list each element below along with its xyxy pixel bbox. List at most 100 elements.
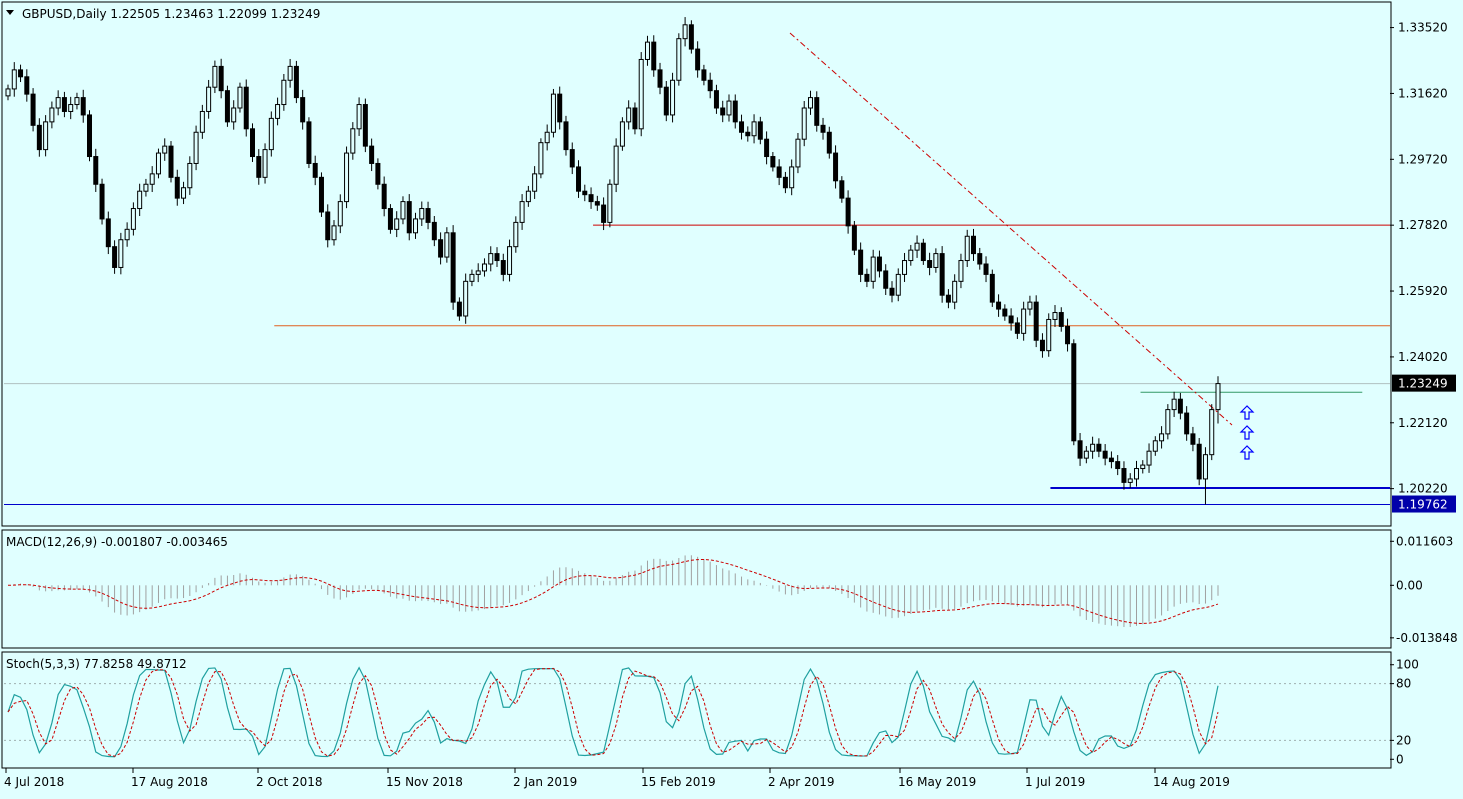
candle-body: [638, 58, 644, 130]
candle-body: [1108, 457, 1114, 463]
candle-body: [619, 121, 625, 147]
date-tick-label: 2 Jan 2019: [513, 775, 577, 789]
candle-body: [1209, 409, 1215, 456]
candle-body: [456, 301, 462, 317]
candle-body: [419, 208, 425, 220]
candle-body: [68, 104, 74, 112]
candle-body: [914, 242, 920, 251]
price-tick-label: 1.29720: [1398, 152, 1448, 166]
candle-body: [400, 201, 406, 220]
candle-body: [199, 110, 205, 133]
candle-body: [933, 253, 939, 268]
macd-tick-label: 0.011603: [1396, 534, 1453, 548]
candle-body: [814, 97, 820, 126]
candle-body: [952, 280, 958, 303]
macd-panel[interactable]: [1, 529, 1392, 649]
date-tick-label: 1 Jul 2019: [1025, 775, 1085, 789]
candle-body: [112, 246, 118, 268]
candle-body: [463, 280, 469, 317]
candle-body: [789, 166, 795, 189]
date-tick-label: 15 Feb 2019: [641, 775, 716, 789]
candle-body: [594, 201, 600, 206]
candle-body: [713, 90, 719, 109]
candle-body: [1039, 339, 1045, 352]
candle-body: [1171, 398, 1177, 411]
candle-body: [1046, 318, 1052, 352]
macd-signal-line: [7, 558, 1219, 624]
candle-body: [1096, 443, 1102, 452]
dropdown-triangle-icon[interactable]: [6, 10, 14, 15]
candle-body: [87, 114, 93, 158]
candle-body: [532, 173, 538, 192]
candle-body: [438, 239, 444, 258]
candle-body: [1184, 412, 1190, 435]
candle-body: [5, 88, 11, 97]
candle-body: [425, 208, 431, 223]
candle-body: [996, 301, 1002, 310]
candle-body: [701, 69, 707, 81]
stoch-tick-label: 80: [1396, 677, 1411, 691]
candle-body: [908, 249, 914, 262]
candle-body: [11, 69, 17, 90]
candle-body: [481, 263, 487, 272]
candle-body: [601, 204, 607, 223]
candle-body: [1159, 433, 1165, 442]
candle-body: [507, 246, 513, 275]
candle-body: [43, 121, 49, 151]
candle-body: [695, 48, 701, 71]
candle-body: [939, 253, 945, 296]
price-tag-label: 1.23249: [1398, 377, 1448, 391]
stoch-panel[interactable]: [1, 651, 1392, 769]
candle-body: [500, 260, 506, 275]
macd-tick-label: 0.00: [1396, 578, 1423, 592]
candle-body: [889, 287, 895, 296]
candle-body: [369, 145, 375, 164]
candle-body: [431, 221, 437, 241]
candle-body: [1002, 308, 1008, 317]
candle-body: [1083, 450, 1089, 459]
candle-body: [143, 183, 149, 192]
candle-body: [550, 93, 556, 133]
candle-body: [1077, 440, 1083, 459]
stoch-tick-label: 0: [1396, 752, 1404, 766]
date-tick-label: 2 Oct 2018: [256, 775, 323, 789]
date-tick-label: 16 May 2019: [898, 775, 976, 789]
candle-body: [494, 253, 500, 262]
candle-body: [1190, 433, 1196, 445]
candle-body: [1215, 383, 1221, 411]
candle-body: [833, 152, 839, 182]
candle-body: [306, 121, 312, 164]
candle-body: [1008, 315, 1014, 324]
candle-body: [49, 107, 55, 123]
price-tick-label: 1.25920: [1398, 284, 1448, 298]
candle-body: [826, 131, 832, 154]
candle-body: [626, 107, 632, 123]
candle-body: [275, 104, 281, 119]
candle-body: [644, 41, 650, 60]
price-tick-label: 1.31620: [1398, 86, 1448, 100]
candle-body: [964, 235, 970, 262]
price-panel[interactable]: [1, 1, 1392, 527]
candle-body: [525, 190, 531, 203]
candle-body: [883, 270, 889, 289]
candle-body: [970, 235, 976, 255]
candle-body: [80, 97, 86, 116]
candle-body: [1202, 454, 1208, 480]
candle-body: [444, 232, 450, 258]
candle-body: [331, 225, 337, 241]
date-tick-label: 15 Nov 2018: [386, 775, 463, 789]
candle-body: [224, 90, 230, 123]
candle-body: [1133, 468, 1139, 480]
candle-body: [807, 97, 813, 109]
candle-body: [187, 162, 193, 189]
price-tick-label: 1.22120: [1398, 416, 1448, 430]
date-tick-label: 17 Aug 2018: [131, 775, 208, 789]
candle-body: [895, 273, 901, 296]
up-arrow-icon: [1239, 405, 1255, 460]
macd-tick-label: -0.013848: [1396, 631, 1458, 645]
candle-body: [250, 128, 256, 158]
candle-body: [795, 138, 801, 168]
candle-body: [218, 65, 224, 92]
